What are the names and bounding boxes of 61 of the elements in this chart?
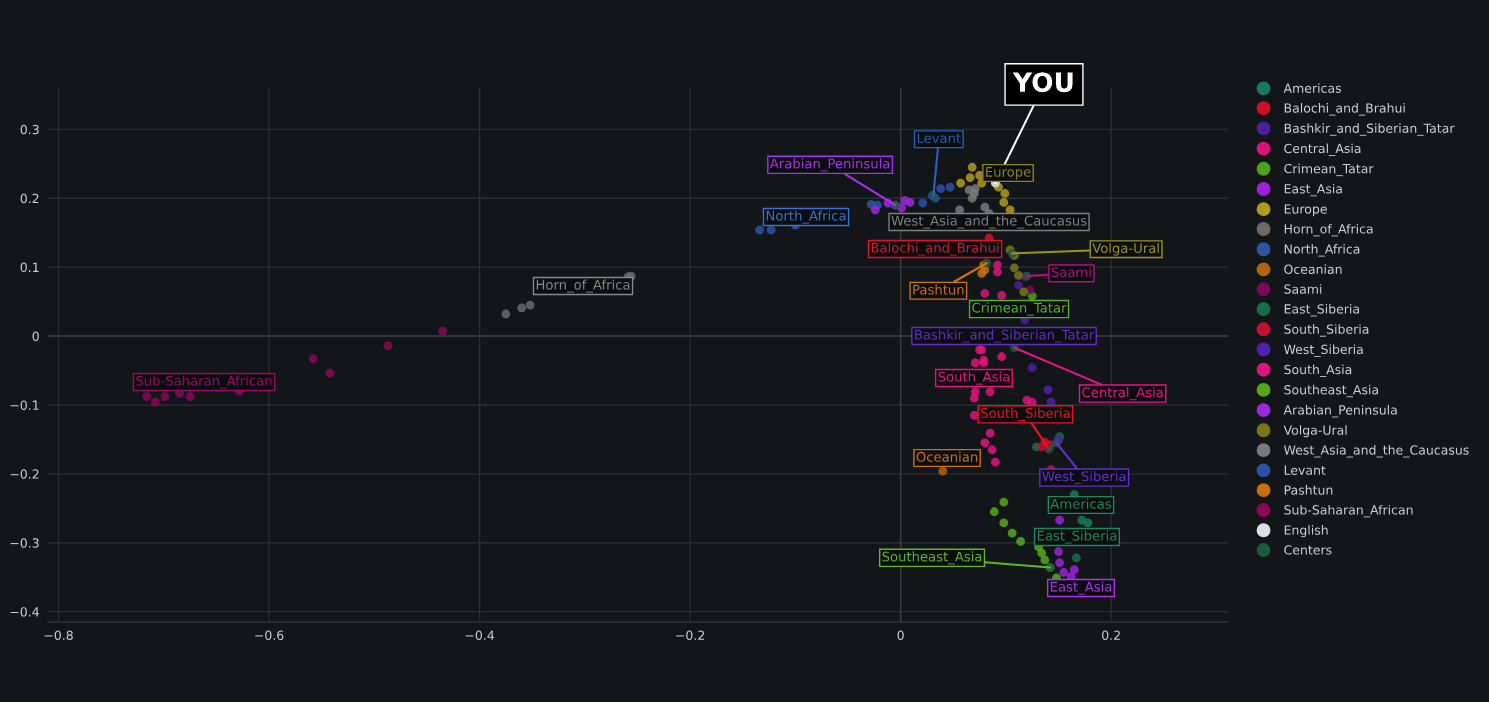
- annotation: Americas: [1050, 498, 1111, 509]
- legend-label: Bashkir_and_Siberian_Tatar: [1284, 123, 1455, 136]
- legend-label: East_Asia: [1284, 183, 1342, 197]
- legend-label: Oceanian: [1284, 264, 1342, 274]
- legend-label: Levant: [1284, 465, 1326, 475]
- annotation: Southeast_Asia: [882, 551, 982, 565]
- x-tick-label: −0.4: [465, 630, 495, 641]
- y-tick-label: 0.1: [20, 262, 39, 273]
- legend-label: Balochi_and_Brahui: [1284, 103, 1405, 116]
- annotation: YOU: [1012, 72, 1073, 93]
- annotation: East_Asia: [1050, 581, 1112, 595]
- annotation: Pashtun: [913, 284, 964, 295]
- annotation: South_Siberia: [980, 407, 1070, 421]
- y-tick-label: −0.1: [10, 400, 39, 410]
- y-tick-label: −0.2: [10, 469, 39, 479]
- legend-label: Southeast_Asia: [1284, 384, 1378, 398]
- annotation: Saami: [1051, 266, 1091, 278]
- y-tick-label: 0: [32, 331, 39, 341]
- legend-label: North_Africa: [1284, 244, 1360, 257]
- x-tick-label: 0: [897, 630, 904, 641]
- legend-label: Americas: [1283, 83, 1342, 93]
- annotation: West_Asia_and_the_Caucasus: [891, 215, 1087, 229]
- annotation: North_Africa: [766, 210, 846, 224]
- y-tick-label: 0.3: [20, 124, 39, 135]
- annotation: Bashkir_and_Siberian_Tatar: [915, 329, 1095, 343]
- annotation: West_Siberia: [1042, 471, 1126, 485]
- x-tick-label: −0.8: [44, 630, 73, 641]
- annotation: Horn_of_Africa: [536, 279, 630, 293]
- legend-label: South_Siberia: [1284, 324, 1369, 337]
- legend-label: Centers: [1284, 545, 1332, 555]
- legend-label: Central_Asia: [1284, 143, 1361, 156]
- annotation: Volga-Ural: [1092, 242, 1159, 256]
- legend-label: Saami: [1284, 284, 1322, 294]
- annotation: Crimean_Tatar: [972, 302, 1067, 316]
- x-tick-label: −0.2: [676, 630, 705, 641]
- annotation: Balochi_and_Brahui: [871, 242, 999, 256]
- annotation: Sub-Saharan_African: [136, 375, 272, 389]
- legend-label: Pashtun: [1284, 485, 1333, 495]
- y-tick-label: −0.3: [10, 538, 39, 548]
- annotation: Arabian_Peninsula: [769, 158, 890, 172]
- annotation: Central_Asia: [1082, 387, 1163, 401]
- annotation: Levant: [917, 133, 961, 144]
- y-tick-label: 0.2: [20, 193, 39, 204]
- legend-label: English: [1284, 525, 1328, 538]
- legend-label: Arabian_Peninsula: [1283, 404, 1397, 418]
- annotation: Europe: [986, 167, 1031, 180]
- legend-label: Crimean_Tatar: [1284, 163, 1374, 177]
- annotation: South_Asia: [938, 371, 1010, 385]
- y-tick-label: −0.4: [10, 607, 39, 617]
- annotation: East_Siberia: [1037, 530, 1117, 544]
- legend-label: Horn_of_Africa: [1284, 223, 1373, 237]
- x-tick-label: −0.6: [255, 630, 284, 641]
- legend-label: Volga-Ural: [1283, 425, 1347, 438]
- legend-label: West_Asia_and_the_Caucasus: [1283, 445, 1469, 458]
- legend-label: East_Siberia: [1284, 303, 1359, 317]
- x-tick-label: 0.2: [1102, 630, 1120, 641]
- legend-label: South_Asia: [1284, 364, 1352, 378]
- annotation: Oceanian: [916, 451, 978, 462]
- legend-label: Europe: [1284, 204, 1327, 217]
- legend-label: Sub-Saharan_African: [1284, 504, 1413, 518]
- legend-label: West_Siberia: [1283, 344, 1363, 357]
